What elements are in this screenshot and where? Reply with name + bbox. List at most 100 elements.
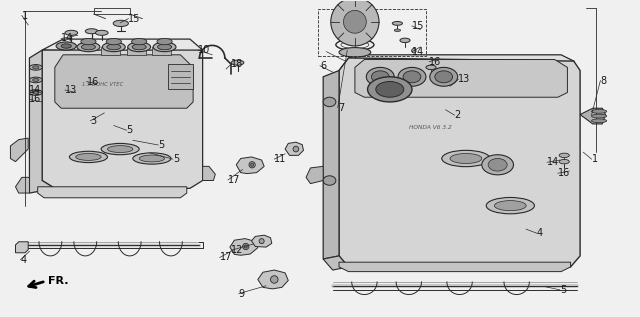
- Ellipse shape: [56, 42, 76, 50]
- Circle shape: [271, 276, 278, 283]
- Ellipse shape: [392, 22, 403, 25]
- Ellipse shape: [435, 71, 452, 83]
- Polygon shape: [339, 262, 571, 272]
- Circle shape: [412, 49, 416, 53]
- Text: 14: 14: [61, 34, 74, 43]
- Ellipse shape: [366, 68, 394, 86]
- Circle shape: [358, 29, 362, 33]
- Ellipse shape: [591, 114, 607, 118]
- Circle shape: [259, 239, 264, 244]
- Polygon shape: [42, 39, 203, 52]
- Polygon shape: [323, 70, 339, 259]
- Ellipse shape: [29, 90, 42, 95]
- Text: 16: 16: [558, 168, 570, 178]
- Ellipse shape: [95, 30, 108, 35]
- Polygon shape: [127, 47, 145, 55]
- Polygon shape: [339, 58, 580, 267]
- Ellipse shape: [429, 68, 458, 86]
- Ellipse shape: [442, 150, 490, 167]
- Ellipse shape: [157, 44, 172, 50]
- Ellipse shape: [559, 153, 570, 158]
- Text: 18: 18: [231, 59, 243, 69]
- Ellipse shape: [65, 30, 77, 35]
- Ellipse shape: [81, 44, 95, 50]
- Polygon shape: [42, 50, 203, 188]
- Ellipse shape: [101, 143, 139, 155]
- Ellipse shape: [157, 38, 172, 45]
- Ellipse shape: [77, 42, 100, 52]
- Ellipse shape: [33, 91, 39, 94]
- Ellipse shape: [482, 155, 513, 175]
- Circle shape: [369, 32, 373, 36]
- Ellipse shape: [426, 65, 436, 69]
- Ellipse shape: [85, 29, 98, 34]
- Text: 5: 5: [127, 125, 132, 135]
- Text: 1: 1: [591, 154, 598, 164]
- Ellipse shape: [400, 38, 410, 42]
- Text: 5: 5: [158, 140, 164, 150]
- Ellipse shape: [106, 38, 122, 45]
- Ellipse shape: [81, 38, 96, 45]
- Text: 16: 16: [86, 76, 99, 87]
- Polygon shape: [285, 142, 303, 155]
- Ellipse shape: [495, 201, 526, 211]
- Text: 12: 12: [231, 245, 244, 255]
- Ellipse shape: [231, 60, 244, 65]
- Polygon shape: [258, 270, 288, 289]
- Ellipse shape: [128, 42, 150, 52]
- Polygon shape: [38, 187, 187, 198]
- Ellipse shape: [486, 197, 534, 214]
- Circle shape: [293, 146, 299, 152]
- Text: HONDA V6 3.2: HONDA V6 3.2: [409, 125, 452, 130]
- Circle shape: [331, 0, 379, 46]
- Text: 16: 16: [29, 94, 42, 104]
- Ellipse shape: [403, 71, 421, 83]
- Ellipse shape: [591, 119, 607, 123]
- Ellipse shape: [591, 109, 607, 113]
- Ellipse shape: [336, 28, 374, 41]
- Text: 13: 13: [458, 74, 470, 84]
- Circle shape: [340, 30, 344, 34]
- Ellipse shape: [29, 65, 42, 70]
- Polygon shape: [236, 157, 264, 174]
- Ellipse shape: [323, 176, 336, 185]
- Ellipse shape: [132, 38, 147, 45]
- Polygon shape: [152, 47, 171, 55]
- Ellipse shape: [559, 159, 570, 164]
- Text: 10: 10: [198, 45, 211, 55]
- Circle shape: [358, 36, 362, 40]
- Text: 8: 8: [600, 75, 607, 86]
- Ellipse shape: [367, 77, 412, 102]
- Polygon shape: [339, 55, 577, 74]
- Ellipse shape: [488, 158, 507, 171]
- Text: 5: 5: [173, 154, 179, 164]
- Ellipse shape: [102, 42, 125, 52]
- Circle shape: [250, 163, 253, 166]
- Circle shape: [244, 245, 247, 248]
- Polygon shape: [252, 235, 272, 247]
- Text: 4: 4: [537, 228, 543, 238]
- Text: 17: 17: [228, 175, 241, 185]
- Circle shape: [249, 162, 255, 168]
- Ellipse shape: [29, 77, 42, 83]
- Ellipse shape: [76, 153, 101, 160]
- Polygon shape: [580, 108, 605, 124]
- Text: 2: 2: [454, 110, 461, 120]
- Polygon shape: [203, 166, 215, 180]
- Ellipse shape: [323, 97, 336, 107]
- Polygon shape: [29, 50, 55, 193]
- Bar: [318, 9, 426, 56]
- Polygon shape: [355, 60, 568, 97]
- Ellipse shape: [69, 151, 108, 163]
- Polygon shape: [306, 166, 323, 184]
- Text: 13: 13: [65, 85, 77, 95]
- Polygon shape: [230, 239, 258, 255]
- Text: 16: 16: [429, 57, 442, 67]
- Ellipse shape: [398, 68, 426, 86]
- Ellipse shape: [61, 44, 71, 48]
- Text: 14: 14: [29, 85, 42, 95]
- Polygon shape: [323, 256, 349, 270]
- Ellipse shape: [107, 44, 121, 50]
- Ellipse shape: [133, 153, 171, 164]
- Circle shape: [243, 243, 249, 249]
